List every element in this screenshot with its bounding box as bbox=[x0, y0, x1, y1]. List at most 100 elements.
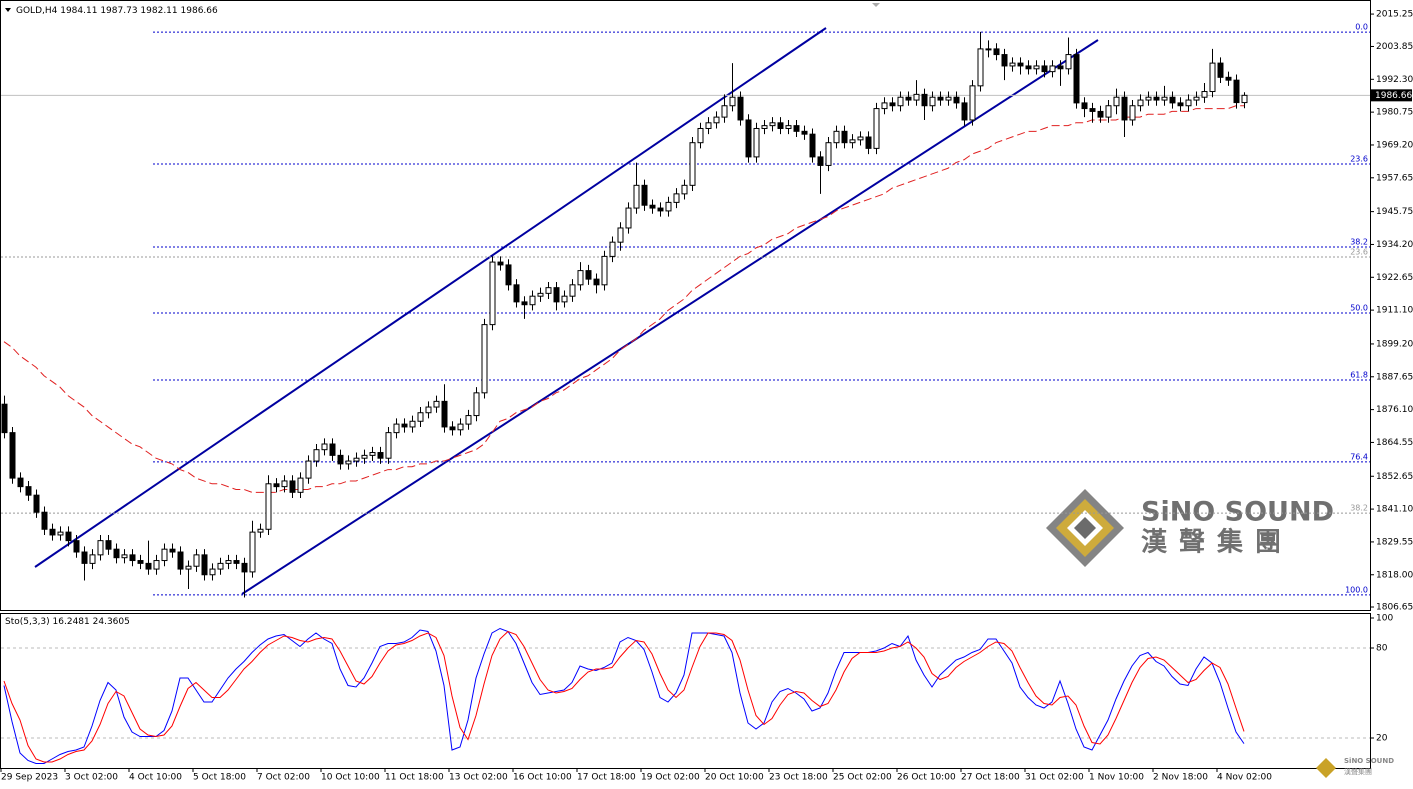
fib-label: 38.2 bbox=[1350, 238, 1368, 247]
candle-body bbox=[1129, 105, 1136, 121]
candle-body bbox=[1161, 96, 1168, 101]
x-tick-label: 23 Oct 18:00 bbox=[769, 773, 828, 783]
candle-body bbox=[673, 193, 680, 203]
candle-body bbox=[153, 560, 160, 570]
candle-body bbox=[921, 93, 928, 107]
shift-marker bbox=[872, 3, 880, 7]
candle-body bbox=[553, 287, 560, 303]
candle-body bbox=[569, 284, 576, 297]
moving-average bbox=[3, 105, 1244, 493]
candle-body bbox=[681, 184, 688, 195]
candle-body bbox=[369, 452, 376, 456]
candle-body bbox=[409, 420, 416, 428]
candle-body bbox=[137, 560, 144, 564]
logo-core bbox=[1074, 517, 1096, 539]
last-high: 1987.73 bbox=[100, 6, 137, 16]
candle-body bbox=[441, 400, 448, 428]
candle-body bbox=[865, 136, 872, 149]
candle-body bbox=[265, 483, 272, 530]
fib-label: 0.0 bbox=[1355, 23, 1368, 32]
y-tick-label: 100 bbox=[1376, 614, 1393, 624]
y-tick-label: 1841.10 bbox=[1376, 505, 1413, 515]
last-low: 1982.11 bbox=[140, 6, 177, 16]
indicator-panel bbox=[0, 613, 1371, 769]
candle-body bbox=[545, 287, 552, 294]
candle-body bbox=[505, 264, 512, 286]
last-close: 1986.66 bbox=[181, 6, 218, 16]
y-tick-label: 1969.20 bbox=[1376, 140, 1413, 150]
candle-body bbox=[953, 96, 960, 104]
candle-body bbox=[473, 392, 480, 417]
candle-body bbox=[937, 96, 944, 101]
x-tick-label: 4 Nov 02:00 bbox=[1217, 773, 1272, 783]
candle-body bbox=[185, 565, 192, 570]
candle-body bbox=[737, 96, 744, 121]
last-open: 1984.11 bbox=[60, 6, 97, 16]
candle-body bbox=[257, 528, 264, 533]
y-tick-label: 1829.55 bbox=[1376, 537, 1413, 547]
candle-body bbox=[1177, 102, 1184, 107]
candle-body bbox=[897, 96, 904, 107]
candle-body bbox=[193, 554, 200, 567]
candle-body bbox=[233, 560, 240, 564]
candle-body bbox=[881, 102, 888, 110]
candle-body bbox=[81, 551, 88, 564]
candle-body bbox=[969, 85, 976, 121]
candle-body bbox=[577, 270, 584, 286]
candle-body bbox=[657, 207, 664, 212]
candle-body bbox=[289, 480, 296, 493]
y-tick-label: 1922.65 bbox=[1376, 273, 1413, 283]
candle-body bbox=[665, 201, 672, 212]
candle-body bbox=[913, 93, 920, 101]
x-tick-label: 13 Oct 02:00 bbox=[449, 773, 508, 783]
x-tick-label: 3 Oct 02:00 bbox=[65, 773, 118, 783]
candle-body bbox=[817, 156, 824, 166]
watermark-chinese: 漢聲集團 bbox=[1141, 527, 1293, 558]
candle-body bbox=[9, 432, 16, 479]
watermark-name: SiNO SOUND bbox=[1141, 497, 1334, 528]
candle-body bbox=[1001, 54, 1008, 67]
candle-body bbox=[25, 486, 32, 496]
candle-body bbox=[1137, 99, 1144, 107]
x-tick-label: 2 Nov 18:00 bbox=[1153, 773, 1208, 783]
candle-body bbox=[1233, 79, 1240, 104]
channel-upper bbox=[34, 27, 827, 568]
candle-body bbox=[849, 139, 856, 144]
candle-body bbox=[961, 102, 968, 121]
candle-body bbox=[1097, 110, 1104, 118]
indicator-header: Sto(5,3,3) 16.2481 24.3605 bbox=[5, 617, 130, 627]
candle-body bbox=[209, 568, 216, 576]
candle-body bbox=[57, 531, 64, 536]
candle-body bbox=[361, 454, 368, 459]
candle-body bbox=[561, 295, 568, 303]
x-tick-label: 4 Oct 10:00 bbox=[129, 773, 182, 783]
candle-body bbox=[353, 457, 360, 462]
candle-body bbox=[489, 261, 496, 326]
candle-body bbox=[129, 554, 136, 562]
x-tick-label: 25 Oct 02:00 bbox=[833, 773, 892, 783]
y-tick-label: 20 bbox=[1376, 734, 1388, 744]
small-watermark-name: SiNO SOUND bbox=[1344, 757, 1394, 765]
candle-body bbox=[1017, 62, 1024, 67]
fib-old-label: 38.2 bbox=[1350, 504, 1368, 513]
candle-body bbox=[1049, 65, 1056, 73]
x-tick-label: 26 Oct 10:00 bbox=[897, 773, 956, 783]
indicator-line bbox=[3, 630, 1245, 763]
candle-body bbox=[201, 554, 208, 576]
candle-body bbox=[769, 122, 776, 127]
symbol-menu-arrow[interactable] bbox=[5, 8, 11, 12]
fib-label: 61.8 bbox=[1350, 371, 1368, 380]
candle-body bbox=[529, 295, 536, 306]
candle-body bbox=[1201, 91, 1208, 98]
candle-body bbox=[1, 403, 8, 434]
x-tick-label: 7 Oct 02:00 bbox=[257, 773, 310, 783]
candle-body bbox=[809, 133, 816, 158]
indicator-k: 16.2481 bbox=[53, 617, 90, 627]
candle-body bbox=[977, 48, 984, 87]
candle-body bbox=[425, 406, 432, 414]
y-tick-label: 2015.25 bbox=[1376, 10, 1413, 20]
candle-body bbox=[945, 96, 952, 101]
candle-body bbox=[617, 227, 624, 243]
x-tick-label: 16 Oct 10:00 bbox=[513, 773, 572, 783]
